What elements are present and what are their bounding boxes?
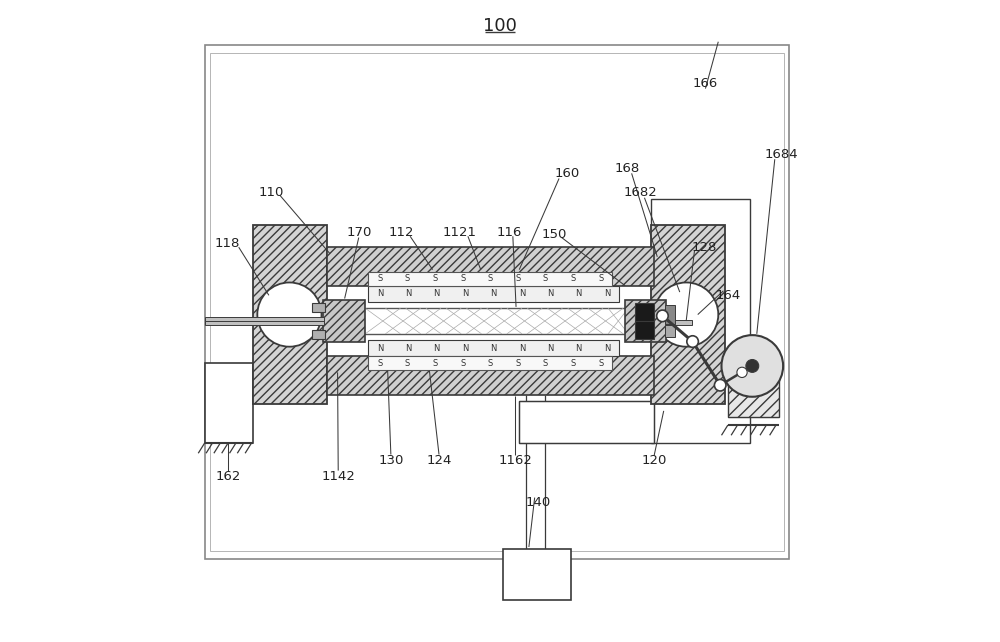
Text: N: N — [604, 289, 610, 299]
Bar — [205, 317, 324, 321]
Text: 112: 112 — [389, 226, 415, 239]
Bar — [362, 308, 632, 334]
Bar — [327, 356, 654, 395]
Text: N: N — [490, 289, 497, 299]
Bar — [368, 340, 619, 356]
Bar — [205, 45, 789, 559]
Text: S: S — [488, 274, 493, 283]
Text: S: S — [460, 359, 465, 368]
Text: S: S — [543, 359, 548, 368]
Text: 1121: 1121 — [443, 226, 477, 239]
Text: N: N — [377, 289, 383, 299]
Text: 170: 170 — [346, 226, 371, 239]
Text: 118: 118 — [214, 238, 240, 250]
Text: N: N — [547, 289, 554, 299]
Circle shape — [687, 336, 698, 347]
Text: S: S — [571, 274, 576, 283]
Text: N: N — [462, 289, 468, 299]
Text: S: S — [377, 359, 383, 368]
Bar — [665, 325, 675, 337]
Text: 1682: 1682 — [623, 186, 657, 199]
Text: 160: 160 — [554, 167, 579, 180]
Text: S: S — [377, 274, 383, 283]
Text: N: N — [519, 289, 525, 299]
Text: S: S — [433, 274, 438, 283]
Text: 168: 168 — [614, 162, 640, 175]
Text: 150: 150 — [541, 228, 567, 241]
Text: S: S — [515, 274, 521, 283]
Circle shape — [714, 379, 726, 391]
Circle shape — [654, 282, 718, 347]
Bar — [666, 320, 692, 325]
Circle shape — [721, 335, 783, 397]
Text: N: N — [547, 343, 554, 353]
Bar — [312, 303, 325, 312]
Bar — [327, 247, 654, 286]
Text: S: S — [405, 274, 410, 283]
Text: S: S — [598, 359, 603, 368]
Bar — [665, 305, 675, 324]
Circle shape — [257, 282, 322, 347]
Circle shape — [746, 360, 759, 372]
Bar — [253, 225, 327, 404]
Text: N: N — [519, 343, 525, 353]
Text: N: N — [434, 343, 440, 353]
Text: 128: 128 — [691, 241, 717, 254]
Text: 1684: 1684 — [764, 148, 798, 160]
Bar — [323, 300, 365, 342]
Bar — [519, 401, 654, 443]
Text: S: S — [598, 274, 603, 283]
Bar — [210, 53, 784, 551]
Circle shape — [657, 310, 668, 322]
Text: 130: 130 — [378, 454, 404, 467]
Text: N: N — [405, 343, 412, 353]
Text: N: N — [576, 343, 582, 353]
Text: 116: 116 — [497, 226, 522, 239]
Text: S: S — [460, 274, 465, 283]
Bar — [368, 272, 612, 286]
Text: 124: 124 — [426, 454, 452, 467]
Text: 164: 164 — [715, 289, 741, 302]
Text: 100: 100 — [483, 17, 517, 35]
Text: 1162: 1162 — [498, 454, 532, 467]
Bar — [519, 401, 654, 443]
Text: N: N — [576, 289, 582, 299]
Text: S: S — [405, 359, 410, 368]
Text: N: N — [405, 289, 412, 299]
Circle shape — [737, 367, 747, 377]
Bar — [651, 225, 725, 404]
Bar — [625, 300, 666, 342]
Text: 120: 120 — [641, 455, 667, 467]
Bar — [205, 320, 324, 325]
Bar — [503, 549, 571, 600]
Text: 162: 162 — [216, 470, 241, 483]
Bar — [205, 363, 253, 443]
Text: S: S — [543, 274, 548, 283]
Text: S: S — [433, 359, 438, 368]
Bar — [635, 303, 654, 321]
Text: N: N — [377, 343, 383, 353]
Text: N: N — [434, 289, 440, 299]
Text: 166: 166 — [693, 77, 718, 90]
Bar — [312, 330, 325, 339]
Text: S: S — [571, 359, 576, 368]
Bar — [651, 199, 750, 443]
Bar — [728, 380, 779, 417]
Text: 1142: 1142 — [321, 470, 355, 483]
Text: 140: 140 — [526, 496, 551, 509]
Text: N: N — [490, 343, 497, 353]
Bar — [368, 286, 619, 302]
Text: N: N — [462, 343, 468, 353]
Bar — [368, 356, 612, 370]
Text: S: S — [488, 359, 493, 368]
Text: S: S — [515, 359, 521, 368]
Text: N: N — [604, 343, 610, 353]
Bar — [635, 321, 654, 339]
Text: 110: 110 — [258, 186, 283, 199]
